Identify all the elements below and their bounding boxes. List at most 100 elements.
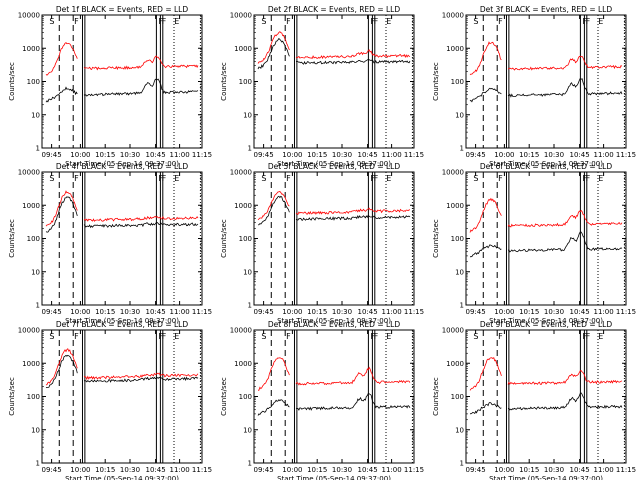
series-line-lld [257,357,411,391]
x-tick-label: 09:45 [466,308,486,316]
event-marker-label: E [174,174,179,183]
x-tick-label: 11:00 [382,308,402,316]
x-tick-label: 10:30 [332,466,352,474]
x-tick-label: 10:45 [570,151,590,159]
event-marker-label: F [586,332,591,341]
x-axis-label: Start Time (05-Sep-14 09:37:00) [277,475,391,480]
series-line-lld [469,197,623,233]
plot-frame [253,14,415,149]
x-tick-label: 11:00 [382,151,402,159]
y-tick-label: 1 [460,145,464,153]
x-tick-label: 10:30 [544,466,564,474]
x-tick-label: 11:00 [170,466,190,474]
plot-panel-4: Det 4f BLACK = Events, RED = LLD 1 10 100 10… [8,162,212,325]
x-tick-label: 10:30 [120,466,140,474]
x-tick-label: 11:00 [382,466,402,474]
series-line-lld [469,357,623,391]
x-tick-label: 11:15 [616,308,636,316]
event-marker-label: F [582,174,587,183]
y-tick-label: 10000 [230,12,252,20]
event-marker-label: E [174,17,179,26]
x-tick-label: 10:15 [519,151,539,159]
x-tick-label: 09:45 [42,466,62,474]
plot-panel-8: Det 8f BLACK = Events, RED = LLD 1 10 100 10… [220,320,424,480]
x-tick-label: 09:45 [254,466,274,474]
plot-panel-6: Det 6f BLACK = Events, RED = LLD 1 10 100 10… [432,162,636,325]
chart-title: Det 5f BLACK = Events, RED = LLD [268,162,401,171]
x-tick-label: 11:00 [594,308,614,316]
y-tick-label: 100 [451,78,464,86]
x-tick-label: 11:15 [616,151,636,159]
x-tick-label: 09:45 [42,151,62,159]
event-marker-label: F [162,17,167,26]
chart-title: Det 2f BLACK = Events, RED = LLD [268,5,401,14]
x-tick-label: 10:00 [70,151,90,159]
plot-frame [465,329,627,464]
series-line-events [469,392,623,415]
chart-title: Det 3f BLACK = Events, RED = LLD [480,5,613,14]
x-tick-label: 11:15 [404,466,424,474]
x-tick-label: 09:45 [42,308,62,316]
x-axis-label: Start Time (05-Sep-14 09:37:00) [489,160,603,168]
event-marker-label: S [49,332,54,341]
x-tick-label: 10:45 [146,308,166,316]
y-tick-label: 1000 [22,45,40,53]
series-line-lld [257,191,411,221]
y-tick-label: 10000 [442,169,464,177]
x-tick-label: 10:00 [282,151,302,159]
event-marker-label: F [370,17,375,26]
event-marker-label: E [386,17,391,26]
x-axis-label: Start Time (05-Sep-14 09:37:00) [65,475,179,480]
y-tick-label: 10000 [18,12,40,20]
event-marker-label: E [598,332,603,341]
y-axis-label: Counts/sec [220,219,228,258]
x-tick-label: 10:00 [282,466,302,474]
event-marker-label: F [158,17,163,26]
x-tick-label: 10:15 [307,466,327,474]
y-tick-label: 100 [451,393,464,401]
event-marker-label: F [374,17,379,26]
y-tick-label: 10 [243,268,252,276]
event-marker-label: S [473,174,478,183]
y-axis-label: Counts/sec [432,219,440,258]
x-tick-label: 10:30 [544,151,564,159]
x-tick-label: 10:30 [120,151,140,159]
y-tick-label: 1000 [22,360,40,368]
x-tick-label: 10:15 [307,151,327,159]
event-marker-label: F [158,332,163,341]
y-tick-label: 1000 [446,45,464,53]
y-axis-label: Counts/sec [432,377,440,416]
x-tick-label: 10:45 [146,151,166,159]
chart-title: Det 1f BLACK = Events, RED = LLD [56,5,189,14]
x-tick-label: 11:15 [404,151,424,159]
event-marker-label: F [498,17,503,26]
y-tick-label: 100 [239,393,252,401]
x-tick-label: 11:15 [192,308,212,316]
event-marker-label: F [586,17,591,26]
x-tick-label: 10:15 [95,151,115,159]
event-marker-label: F [586,174,591,183]
y-axis-label: Counts/sec [8,62,16,101]
event-marker-label: E [386,174,391,183]
y-tick-label: 10 [243,426,252,434]
series-line-events [257,393,411,416]
y-tick-label: 10 [31,426,40,434]
x-tick-label: 10:15 [95,466,115,474]
event-marker-label: F [74,174,79,183]
y-axis-label: Counts/sec [432,62,440,101]
x-tick-label: 11:15 [192,466,212,474]
y-axis-label: Counts/sec [8,219,16,258]
y-tick-label: 1000 [446,360,464,368]
event-marker-label: S [49,17,54,26]
x-tick-label: 10:15 [519,466,539,474]
x-axis-label: Start Time (05-Sep-14 09:37:00) [277,160,391,168]
x-tick-label: 10:30 [332,308,352,316]
y-tick-label: 100 [239,78,252,86]
x-tick-label: 11:00 [594,151,614,159]
y-tick-label: 10 [455,268,464,276]
event-marker-label: F [374,332,379,341]
x-tick-label: 11:00 [170,151,190,159]
event-marker-label: F [286,174,291,183]
y-tick-label: 100 [27,393,40,401]
